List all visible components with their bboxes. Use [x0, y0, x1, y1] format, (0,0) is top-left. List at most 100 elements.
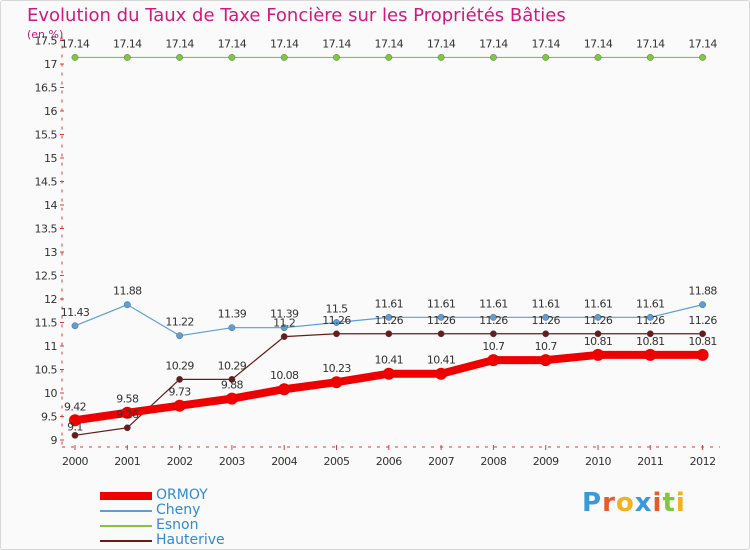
data-label-hauterive: 10.29 [218, 359, 247, 372]
data-point-cheny [646, 313, 654, 321]
data-label-hauterive: 11.26 [636, 314, 665, 327]
data-label-ormoy: 10.7 [535, 340, 558, 353]
data-point-hauterive [280, 333, 288, 340]
x-tick-label: 2005 [324, 455, 350, 468]
y-tick-label: 12 [44, 293, 57, 306]
x-tick-label: 2000 [62, 455, 88, 468]
y-tick-label: 17.5 [35, 35, 58, 48]
data-label-hauterive: 11.26 [479, 314, 508, 327]
data-point-cheny [594, 313, 602, 321]
data-point-hauterive [71, 431, 79, 439]
data-point-ormoy [592, 348, 604, 361]
data-point-cheny [228, 324, 236, 332]
legend-label-ormoy: ORMOY [156, 487, 208, 503]
data-point-hauterive [489, 330, 497, 338]
data-point-hauterive [228, 375, 236, 383]
legend-swatch-ormoy [100, 492, 152, 500]
data-point-cheny [437, 313, 445, 321]
data-point-hauterive [385, 330, 393, 338]
logo-letter: i [652, 488, 663, 518]
data-point-hauterive [437, 330, 445, 338]
data-point-hauterive [333, 330, 340, 338]
data-point-ormoy [435, 367, 448, 380]
data-label-esnon: 17.14 [479, 37, 508, 50]
y-tick-label: 11 [44, 340, 57, 353]
data-point-ormoy [278, 383, 291, 396]
data-point-esnon [385, 54, 393, 61]
data-label-ormoy: 10.41 [427, 354, 456, 367]
data-point-esnon [594, 54, 602, 61]
data-label-esnon: 17.14 [165, 37, 194, 50]
legend-swatch-esnon [100, 525, 152, 527]
y-tick-label: 9.5 [41, 411, 57, 424]
data-label-cheny: 11.61 [375, 297, 404, 310]
data-label-esnon: 17.14 [218, 37, 247, 50]
data-label-cheny: 11.88 [688, 285, 717, 298]
data-point-cheny [489, 313, 497, 321]
data-point-esnon [333, 54, 340, 61]
data-point-hauterive [646, 330, 654, 338]
legend-swatch-hauterive [100, 540, 152, 542]
y-tick-label: 9 [51, 434, 58, 447]
data-point-esnon [71, 54, 79, 61]
data-label-hauterive: 9.26 [116, 408, 139, 421]
chart-title: Evolution du Taux de Taxe Foncière sur l… [27, 5, 566, 26]
x-tick-label: 2003 [219, 455, 245, 468]
data-label-ormoy: 10.81 [688, 335, 717, 348]
y-tick-label: 15.5 [35, 129, 58, 142]
data-label-ormoy: 10.23 [322, 362, 351, 375]
series-line-hauterive [74, 333, 703, 436]
data-label-hauterive: 9.1 [67, 420, 83, 433]
data-point-ormoy [696, 348, 709, 361]
data-label-cheny: 11.5 [325, 303, 348, 316]
data-point-ormoy [330, 376, 343, 389]
y-tick-label: 11.5 [35, 317, 58, 330]
y-tick-label: 12.5 [35, 270, 58, 283]
data-label-cheny: 11.39 [218, 308, 247, 321]
data-point-esnon [542, 54, 550, 61]
data-label-cheny: 11.61 [584, 297, 613, 310]
data-label-esnon: 17.14 [584, 37, 613, 50]
data-point-cheny [176, 332, 184, 340]
data-point-ormoy [121, 406, 134, 419]
data-label-esnon: 17.14 [531, 37, 560, 50]
logo-letter: P [582, 488, 603, 518]
data-label-ormoy: 9.58 [116, 393, 139, 406]
data-label-esnon: 17.14 [375, 37, 404, 50]
data-point-ormoy [487, 354, 500, 367]
y-tick-label: 15 [44, 152, 57, 165]
data-label-hauterive: 11.2 [273, 317, 295, 330]
legend-label-hauterive: Hauterive [156, 532, 225, 548]
data-label-ormoy: 10.81 [584, 335, 613, 348]
data-point-hauterive [699, 330, 706, 338]
x-tick-label: 2007 [428, 455, 454, 468]
data-label-esnon: 17.14 [113, 37, 142, 50]
data-label-cheny: 11.22 [165, 316, 194, 329]
data-point-ormoy [225, 392, 238, 405]
data-label-hauterive: 11.26 [688, 314, 717, 327]
data-point-cheny [385, 313, 393, 321]
data-label-hauterive: 11.26 [427, 314, 456, 327]
data-label-cheny: 11.61 [636, 297, 665, 310]
data-point-esnon [437, 54, 445, 61]
x-tick-label: 2010 [585, 455, 611, 468]
y-tick-label: 16 [44, 105, 57, 118]
data-point-ormoy [69, 414, 81, 427]
x-tick-label: 2011 [637, 455, 663, 468]
data-point-cheny [699, 301, 706, 309]
x-tick-label: 2004 [271, 455, 297, 468]
data-label-cheny: 11.61 [531, 297, 560, 310]
data-point-hauterive [594, 330, 602, 338]
data-label-cheny: 11.88 [113, 285, 142, 298]
y-tick-label: 17 [44, 58, 57, 71]
data-label-ormoy: 9.73 [169, 386, 192, 399]
data-point-ormoy [382, 367, 395, 380]
y-tick-label: 10.5 [35, 364, 58, 377]
data-point-cheny [123, 301, 131, 309]
data-point-ormoy [539, 354, 552, 367]
data-label-esnon: 17.14 [270, 37, 299, 50]
data-point-esnon [228, 54, 236, 61]
data-label-hauterive: 11.26 [322, 314, 351, 327]
data-label-cheny: 11.43 [61, 306, 90, 319]
data-point-hauterive [542, 330, 550, 338]
